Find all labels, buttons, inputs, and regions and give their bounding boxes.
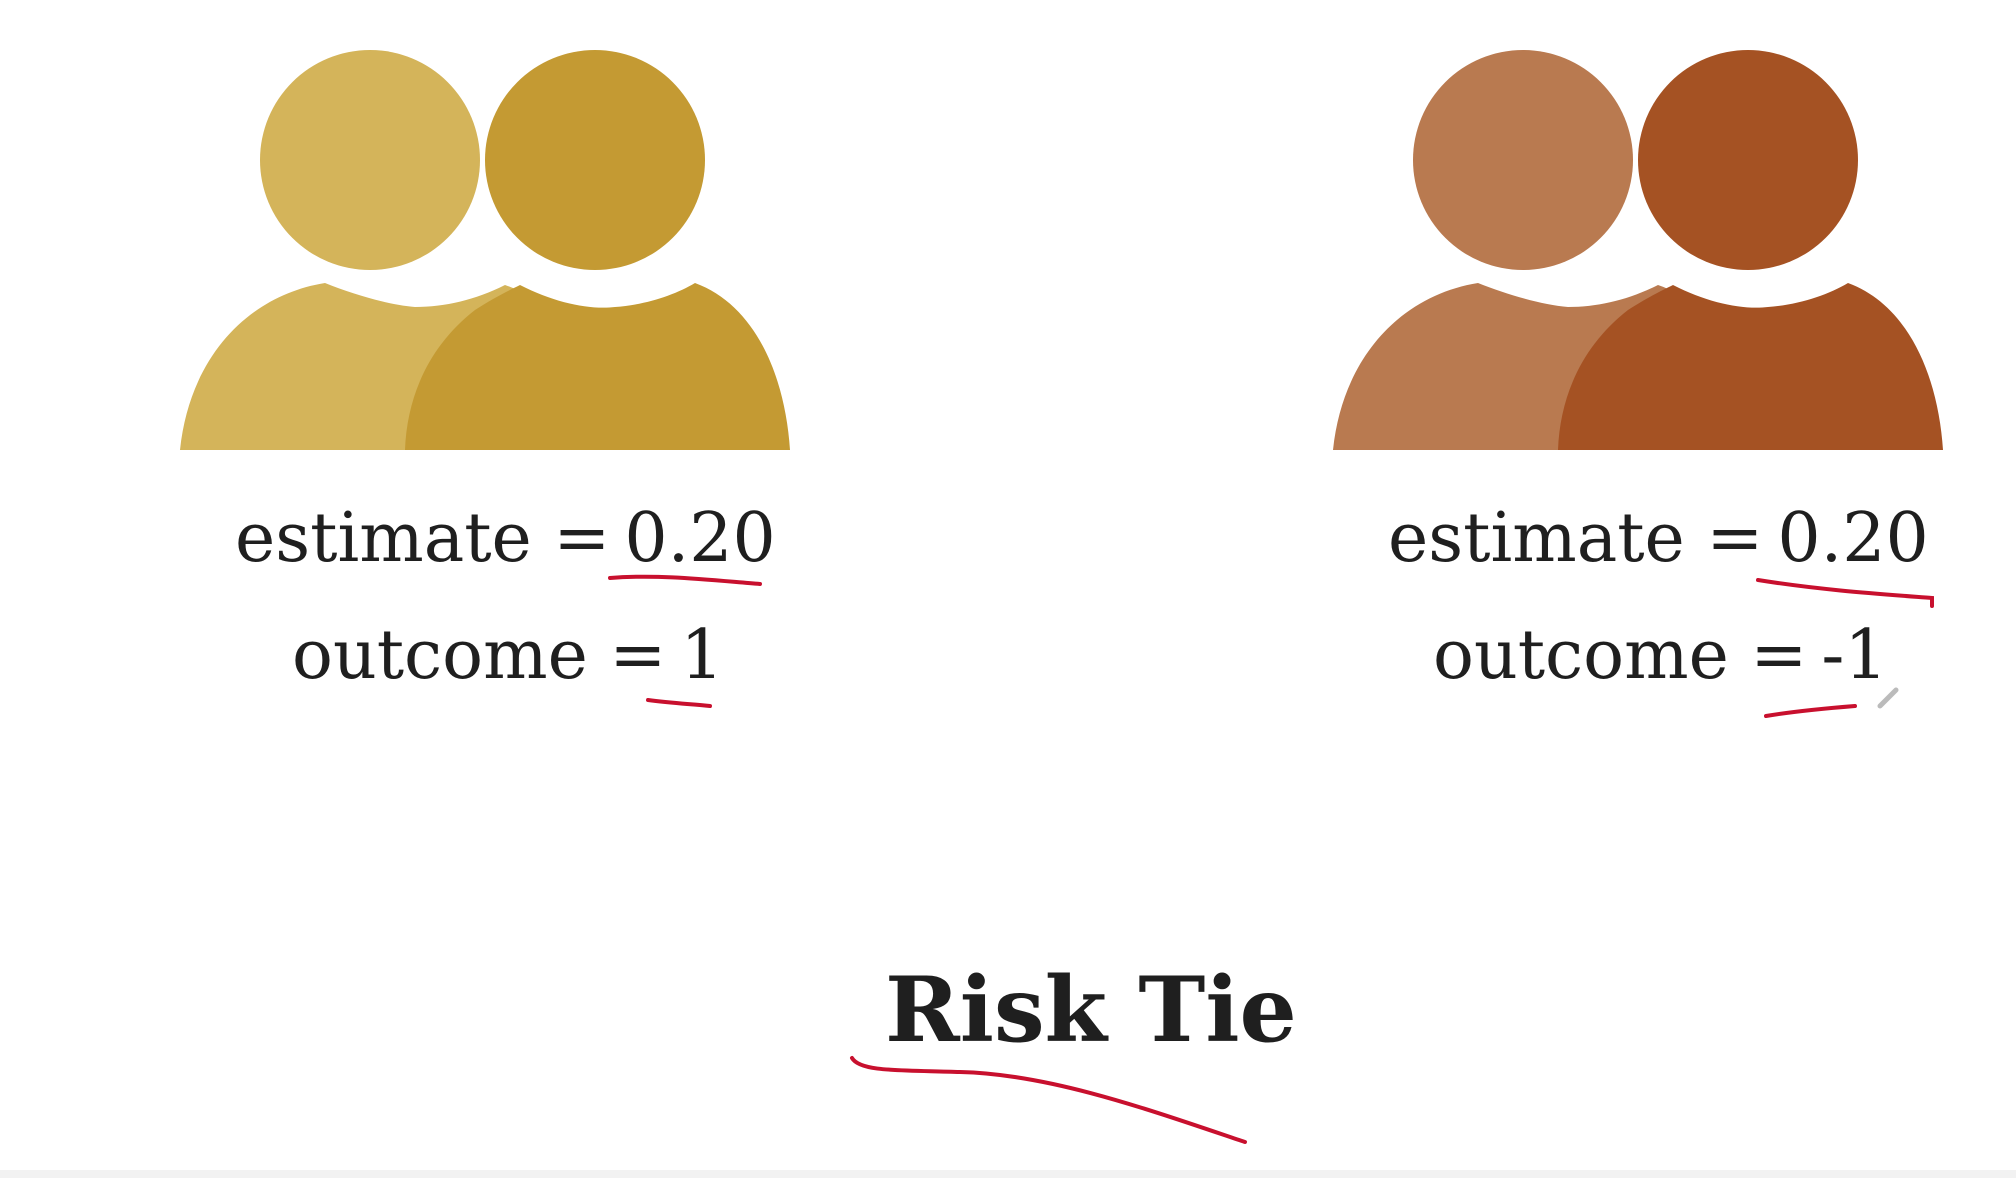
underline-right-estimate bbox=[1756, 578, 1934, 608]
bottom-edge bbox=[0, 1170, 2016, 1178]
person-back-head bbox=[260, 50, 480, 270]
underline-title bbox=[850, 1056, 1247, 1144]
left-estimate-value: 0.20 bbox=[624, 499, 776, 578]
underline-left-outcome bbox=[646, 698, 712, 708]
people-group-icon bbox=[1333, 50, 1943, 450]
left-outcome-label: outcome = bbox=[292, 616, 667, 695]
person-front-body bbox=[1558, 283, 1943, 450]
people-icon-right bbox=[1328, 45, 1948, 465]
person-back-head bbox=[1413, 50, 1633, 270]
person-front-head bbox=[1638, 50, 1858, 270]
left-estimate-label: estimate = bbox=[235, 499, 611, 578]
left-estimate-line: estimate = 0.20 bbox=[235, 505, 776, 573]
left-outcome-line: outcome = 1 bbox=[292, 622, 724, 690]
right-outcome-line: outcome = -1 bbox=[1433, 622, 1888, 690]
right-estimate-label: estimate = bbox=[1388, 499, 1764, 578]
right-estimate-value: 0.20 bbox=[1777, 499, 1929, 578]
right-estimate-line: estimate = 0.20 bbox=[1388, 505, 1929, 573]
right-outcome-value: -1 bbox=[1821, 616, 1888, 695]
slide-title: Risk Tie bbox=[885, 957, 1297, 1063]
person-front-body bbox=[405, 283, 790, 450]
right-outcome-label: outcome = bbox=[1433, 616, 1808, 695]
left-outcome-value: 1 bbox=[680, 616, 724, 695]
people-group-icon bbox=[180, 50, 790, 450]
person-front-head bbox=[485, 50, 705, 270]
people-icon-left bbox=[175, 45, 795, 465]
underline-right-outcome bbox=[1764, 704, 1857, 718]
